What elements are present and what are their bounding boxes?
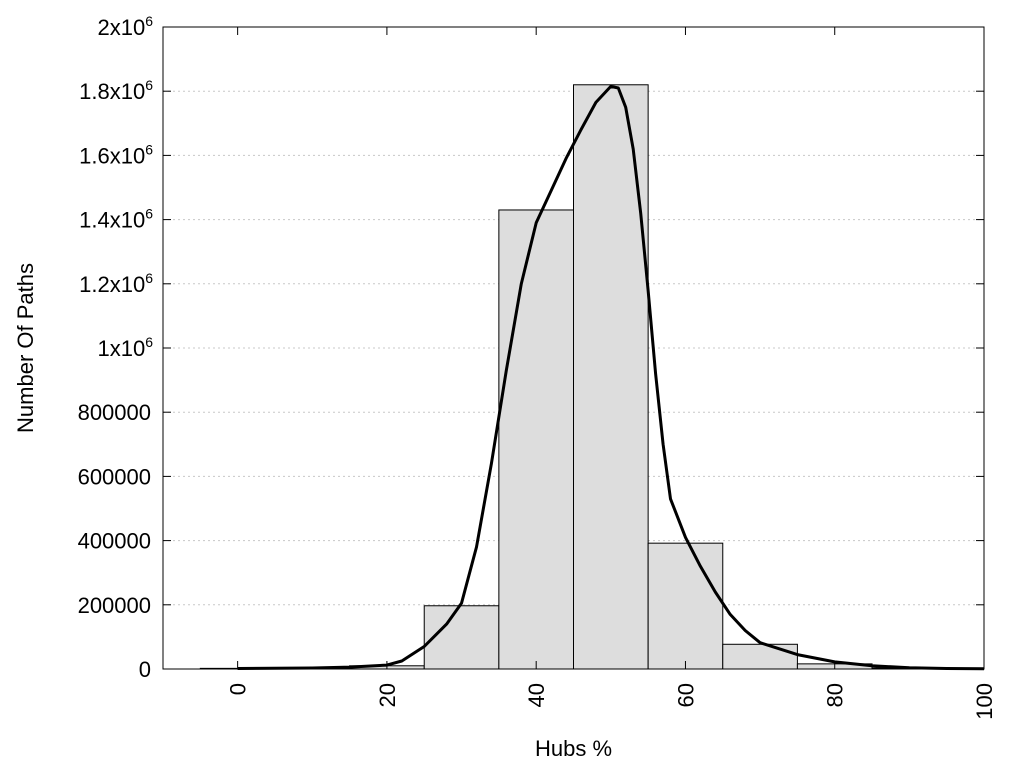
density-curve-line bbox=[237, 84, 985, 671]
histogram-bar bbox=[423, 605, 500, 670]
x-tick-label: 40 bbox=[524, 683, 549, 707]
histogram-bar bbox=[722, 643, 798, 670]
x-tick-label: 20 bbox=[375, 683, 400, 707]
y-tick-label: 800000 bbox=[78, 400, 151, 425]
y-axis-ticks: 0 200000 400000 600000 800000 1x106 1.2x106 1.4… bbox=[78, 13, 984, 682]
x-tick-label: 0 bbox=[226, 683, 251, 695]
histogram-bars bbox=[199, 84, 985, 670]
x-axis-title: Hubs % bbox=[535, 736, 612, 761]
y-tick-label: 1x106 bbox=[97, 334, 153, 361]
y-tick-label: 2x106 bbox=[97, 13, 153, 40]
x-axis-ticks: 0 20 40 60 80 100 bbox=[226, 27, 997, 720]
x-tick-label: 80 bbox=[823, 683, 848, 707]
histogram-bar bbox=[498, 209, 575, 670]
y-tick-label: 1.6x106 bbox=[79, 141, 153, 168]
x-tick-label: 100 bbox=[972, 683, 997, 720]
y-tick-label: 1.8x106 bbox=[79, 77, 153, 104]
x-tick-label: 60 bbox=[673, 683, 698, 707]
y-tick-label: 1.2x106 bbox=[79, 270, 153, 297]
y-tick-label: 400000 bbox=[78, 529, 151, 554]
histogram-bar bbox=[647, 542, 724, 670]
y-tick-label: 200000 bbox=[78, 593, 151, 618]
y-tick-label: 0 bbox=[139, 657, 151, 682]
y-tick-label: 600000 bbox=[78, 464, 151, 489]
density-curve bbox=[237, 84, 985, 671]
y-tick-label: 1.4x106 bbox=[79, 206, 153, 233]
y-axis-title: Number Of Paths bbox=[13, 263, 38, 433]
